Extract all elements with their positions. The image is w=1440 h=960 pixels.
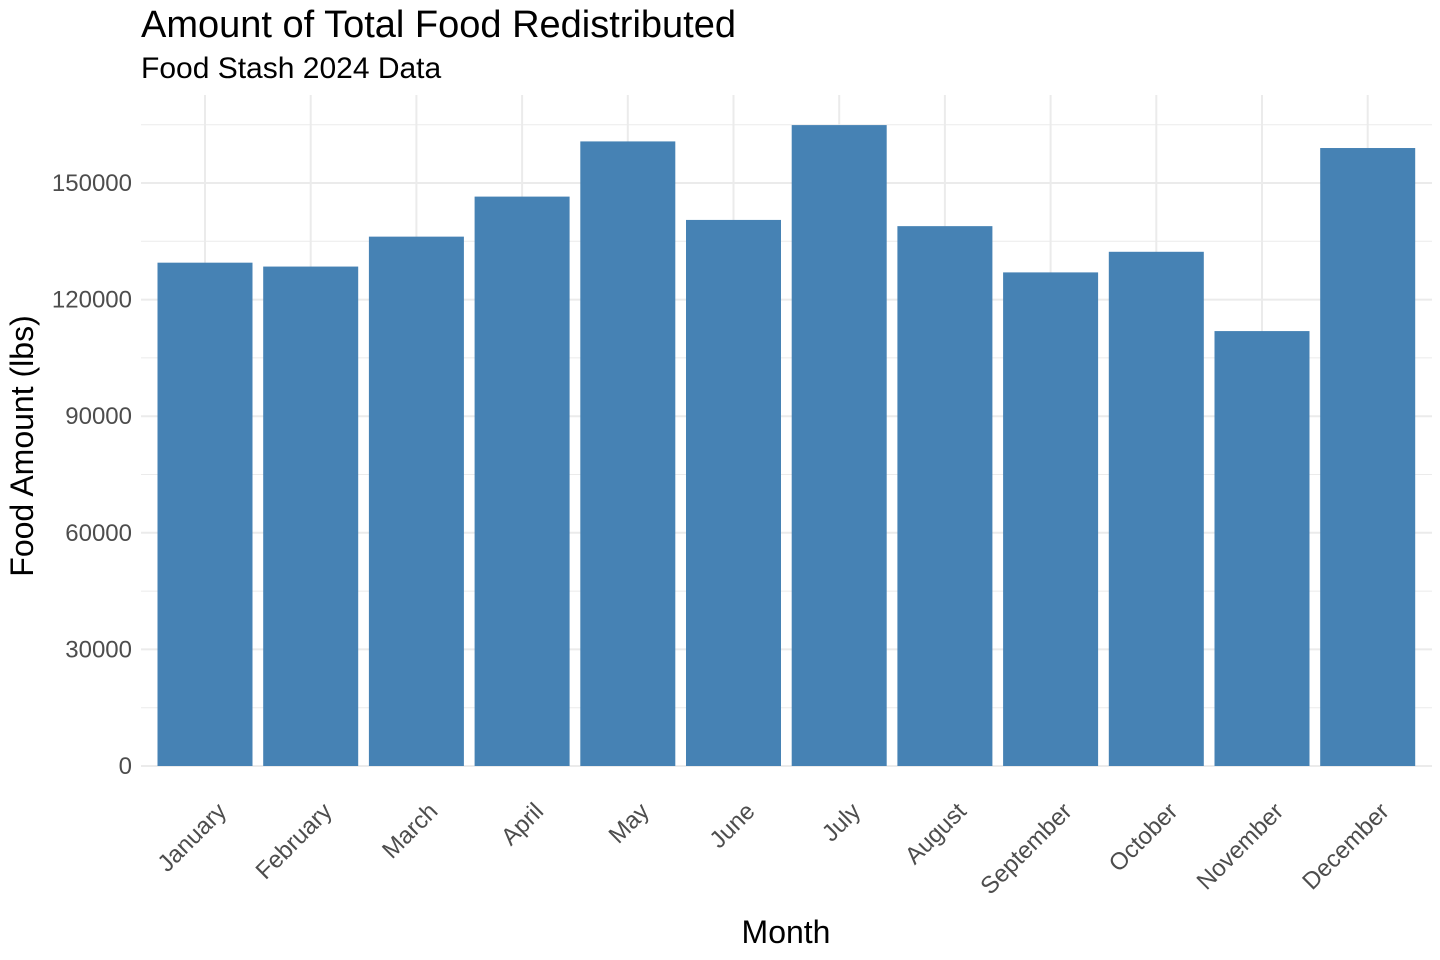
x-tick-label: August (900, 798, 972, 870)
x-axis-ticks: January February March April May June July Augu… (152, 798, 1394, 900)
x-tick-label: June (705, 798, 761, 854)
bar-december (1320, 148, 1416, 766)
bar-november (1214, 331, 1310, 766)
bar-february (263, 266, 359, 766)
y-tick-label: 30000 (65, 636, 132, 663)
bar-may (580, 141, 676, 767)
y-axis-ticks: 0 30000 60000 90000 120000 150000 (52, 170, 132, 780)
bar-april (474, 196, 570, 766)
x-tick-label: May (604, 798, 655, 849)
chart-title: Amount of Total Food Redistributed (141, 4, 736, 46)
y-axis-title: Food Amount (lbs) (4, 315, 40, 576)
x-tick-label: September (975, 798, 1077, 900)
x-tick-label: April (496, 798, 549, 851)
bar-september (1003, 272, 1099, 766)
bar-august (897, 226, 993, 767)
x-tick-label: November (1192, 798, 1289, 895)
x-tick-label: October (1104, 798, 1183, 877)
x-tick-label: July (817, 798, 866, 847)
x-tick-label: January (152, 798, 231, 877)
y-tick-label: 120000 (52, 287, 132, 314)
x-tick-label: December (1297, 798, 1394, 895)
bar-june (686, 219, 781, 766)
y-tick-label: 0 (119, 753, 132, 780)
bars-group (157, 125, 1416, 767)
x-axis-title: Month (742, 914, 831, 950)
x-tick-label: March (377, 798, 443, 864)
y-tick-label: 90000 (65, 403, 132, 430)
y-tick-label: 150000 (52, 170, 132, 197)
x-tick-label: February (251, 798, 338, 885)
bar-july (791, 125, 887, 766)
chart-subtitle: Food Stash 2024 Data (141, 52, 442, 85)
bar-october (1108, 251, 1204, 766)
y-tick-label: 60000 (65, 520, 132, 547)
bar-march (368, 236, 464, 767)
bar-january (157, 262, 253, 766)
